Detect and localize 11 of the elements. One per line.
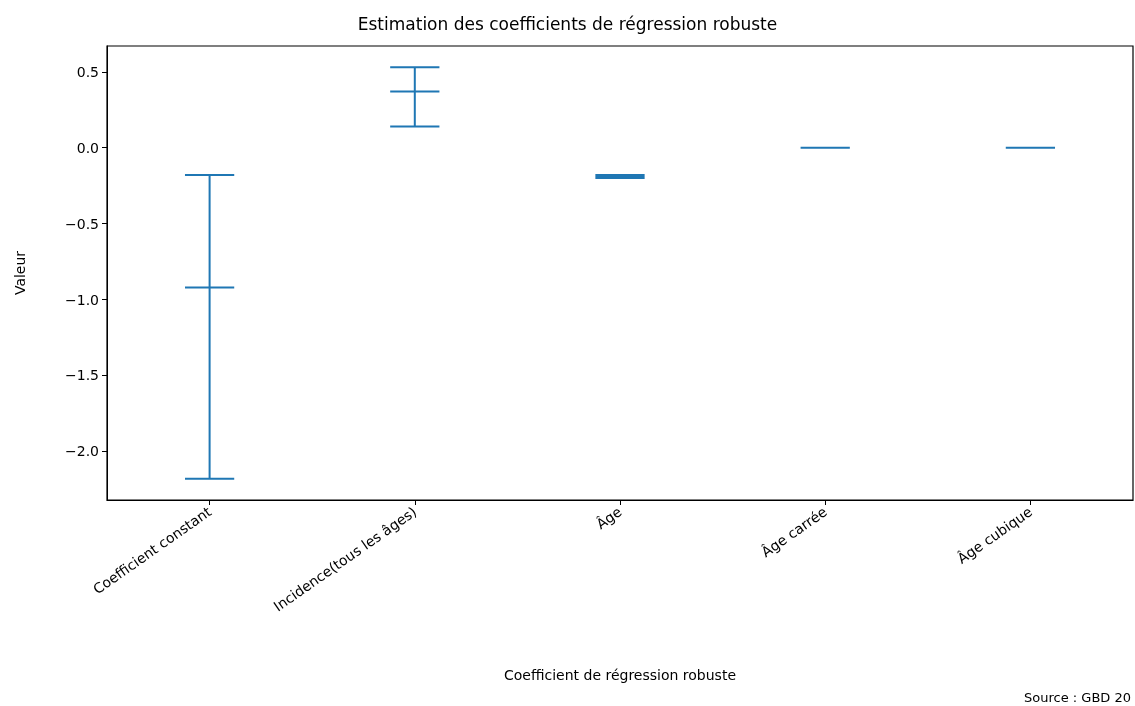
y-tick-label: −0.5 [65,215,99,232]
y-tick-label: −2.0 [65,443,99,460]
chart-title: Estimation des coefficients de régression robuste [357,13,778,34]
y-tick-label: 0.0 [76,139,99,156]
y-tick-label: 0.5 [76,63,99,80]
y-tick-label: −1.0 [65,291,99,308]
y-tick-label: −1.5 [65,367,99,384]
x-tick-label: Âge [592,502,625,533]
x-axis-title: Coefficient de régression robuste [504,667,736,683]
source-note: Source : GBD 20 [1024,690,1132,705]
y-axis-title: Valeur [12,250,28,296]
